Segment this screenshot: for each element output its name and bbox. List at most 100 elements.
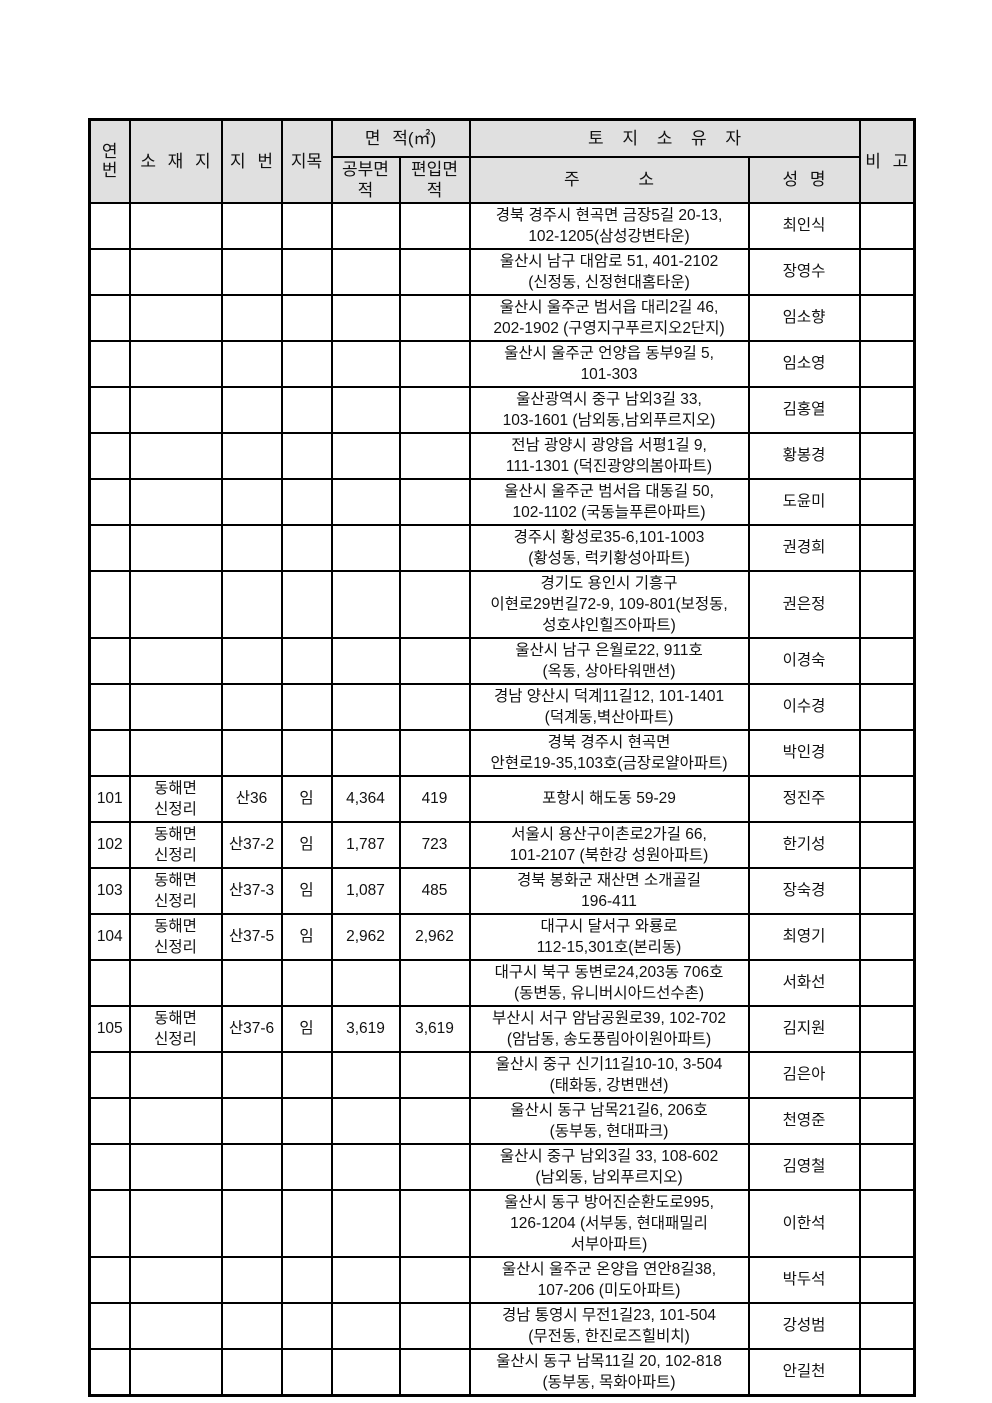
- cell-address: 울산시 울주군 언양읍 동부9길 5, 101-303: [468, 339, 750, 388]
- cell-area-incorporated: [398, 431, 471, 480]
- cell-location: [128, 431, 223, 480]
- cell-remark: [858, 523, 916, 572]
- cell-remark: [858, 201, 916, 250]
- cell-location: [128, 523, 223, 572]
- cell-remark: [858, 1301, 916, 1350]
- cell-area-incorporated: [398, 1050, 471, 1099]
- col-header-address: 주 소: [468, 155, 750, 204]
- table-row: 대구시 북구 동변로24,203동 706호 (동변동, 유니버시아드선수촌) …: [88, 958, 916, 1007]
- cell-address: 울산광역시 중구 남외3길 33, 103-1601 (남외동,남외푸르지오): [468, 385, 750, 434]
- cell-seq: [88, 1096, 131, 1145]
- cell-jibun: [220, 201, 283, 250]
- cell-address: 울산시 울주군 온양읍 연안8길38, 107-206 (미도아파트): [468, 1255, 750, 1304]
- cell-area-registered: [330, 293, 401, 342]
- table-row: 울산시 울주군 온양읍 연안8길38, 107-206 (미도아파트) 박두석: [88, 1255, 916, 1304]
- cell-seq: [88, 1050, 131, 1099]
- cell-name: 임소향: [747, 293, 861, 342]
- cell-seq: [88, 636, 131, 685]
- cell-address: 경남 통영시 무전1길23, 101-504 (무전동, 한진로즈힐비치): [468, 1301, 750, 1350]
- cell-jibun: [220, 477, 283, 526]
- cell-name: 권경희: [747, 523, 861, 572]
- cell-jibun: [220, 1188, 283, 1258]
- table-header: 연 번 소 재 지 지 번 지목 면 적(㎡) 토 지 소 유 자 비 고 공부…: [88, 118, 916, 204]
- cell-seq: 105: [88, 1004, 131, 1053]
- cell-remark: [858, 636, 916, 685]
- cell-remark: [858, 1188, 916, 1258]
- table-row: 102 동해면 신정리 산37-2 임 1,787 723 서울시 용산구이촌로…: [88, 820, 916, 869]
- cell-jibun: [220, 339, 283, 388]
- cell-address: 울산시 남구 대암로 51, 401-2102 (신정동, 신정현대홈타운): [468, 247, 750, 296]
- cell-seq: 103: [88, 866, 131, 915]
- table-row: 105 동해면 신정리 산37-6 임 3,619 3,619 부산시 서구 암…: [88, 1004, 916, 1053]
- col-header-location: 소 재 지: [128, 118, 223, 204]
- cell-area-incorporated: [398, 682, 471, 731]
- cell-address: 울산시 남구 은월로22, 911호 (옥동, 상아타워맨션): [468, 636, 750, 685]
- cell-jimok: [280, 569, 333, 639]
- cell-seq: 101: [88, 774, 131, 823]
- cell-area-incorporated: [398, 1301, 471, 1350]
- cell-address: 대구시 북구 동변로24,203동 706호 (동변동, 유니버시아드선수촌): [468, 958, 750, 1007]
- cell-seq: [88, 569, 131, 639]
- cell-remark: [858, 958, 916, 1007]
- cell-area-incorporated: 723: [398, 820, 471, 869]
- cell-jibun: [220, 1096, 283, 1145]
- cell-remark: [858, 912, 916, 961]
- land-owner-table: 연 번 소 재 지 지 번 지목 면 적(㎡) 토 지 소 유 자 비 고 공부…: [88, 118, 917, 1397]
- cell-area-registered: [330, 1188, 401, 1258]
- cell-remark: [858, 247, 916, 296]
- cell-jimok: [280, 385, 333, 434]
- cell-remark: [858, 728, 916, 777]
- cell-name: 권은정: [747, 569, 861, 639]
- cell-jibun: 산36: [220, 774, 283, 823]
- cell-location: 동해면 신정리: [128, 774, 223, 823]
- table-row: 울산시 중구 신기11길10-10, 3-504 (태화동, 강변맨션) 김은아: [88, 1050, 916, 1099]
- cell-jimok: [280, 247, 333, 296]
- cell-name: 도윤미: [747, 477, 861, 526]
- cell-name: 김홍열: [747, 385, 861, 434]
- cell-jimok: 임: [280, 1004, 333, 1053]
- cell-seq: [88, 431, 131, 480]
- cell-area-registered: [330, 385, 401, 434]
- cell-address: 울산시 중구 남외3길 33, 108-602 (남외동, 남외푸르지오): [468, 1142, 750, 1191]
- cell-seq: [88, 1301, 131, 1350]
- col-header-area-registered: 공부면 적: [330, 155, 401, 204]
- cell-area-incorporated: [398, 636, 471, 685]
- cell-address: 울산시 울주군 범서읍 대동길 50, 102-1102 (국동늘푸른아파트): [468, 477, 750, 526]
- cell-jibun: 산37-5: [220, 912, 283, 961]
- cell-name: 박두석: [747, 1255, 861, 1304]
- cell-area-incorporated: [398, 1188, 471, 1258]
- cell-jibun: [220, 385, 283, 434]
- table-body: 경북 경주시 현곡면 금장5길 20-13, 102-1205(삼성강변타운) …: [88, 201, 916, 1396]
- cell-area-registered: [330, 1301, 401, 1350]
- cell-jibun: 산37-2: [220, 820, 283, 869]
- table-row: 울산시 동구 방어진순환도로995, 126-1204 (서부동, 현대패밀리 …: [88, 1188, 916, 1258]
- cell-area-incorporated: 3,619: [398, 1004, 471, 1053]
- table-row: 울산시 남구 대암로 51, 401-2102 (신정동, 신정현대홈타운) 장…: [88, 247, 916, 296]
- cell-remark: [858, 339, 916, 388]
- cell-area-incorporated: [398, 958, 471, 1007]
- cell-jimok: 임: [280, 866, 333, 915]
- cell-remark: [858, 1004, 916, 1053]
- cell-jibun: [220, 1050, 283, 1099]
- cell-seq: [88, 682, 131, 731]
- cell-seq: [88, 728, 131, 777]
- cell-remark: [858, 1050, 916, 1099]
- cell-area-registered: [330, 1255, 401, 1304]
- cell-name: 장영수: [747, 247, 861, 296]
- cell-jibun: 산37-3: [220, 866, 283, 915]
- cell-seq: [88, 247, 131, 296]
- cell-jibun: [220, 682, 283, 731]
- cell-address: 울산시 울주군 범서읍 대리2길 46, 202-1902 (구영지구푸르지오2…: [468, 293, 750, 342]
- cell-area-registered: 2,962: [330, 912, 401, 961]
- cell-seq: [88, 1188, 131, 1258]
- cell-jimok: [280, 1142, 333, 1191]
- cell-seq: [88, 201, 131, 250]
- cell-jimok: [280, 636, 333, 685]
- table-row: 울산시 동구 남목21길6, 206호 (동부동, 현대파크) 천영준: [88, 1096, 916, 1145]
- cell-jibun: [220, 431, 283, 480]
- table-row: 경북 경주시 현곡면 안현로19-35,103호(금장로얄아파트) 박인경: [88, 728, 916, 777]
- cell-seq: [88, 339, 131, 388]
- cell-area-incorporated: 2,962: [398, 912, 471, 961]
- cell-name: 정진주: [747, 774, 861, 823]
- cell-area-registered: [330, 247, 401, 296]
